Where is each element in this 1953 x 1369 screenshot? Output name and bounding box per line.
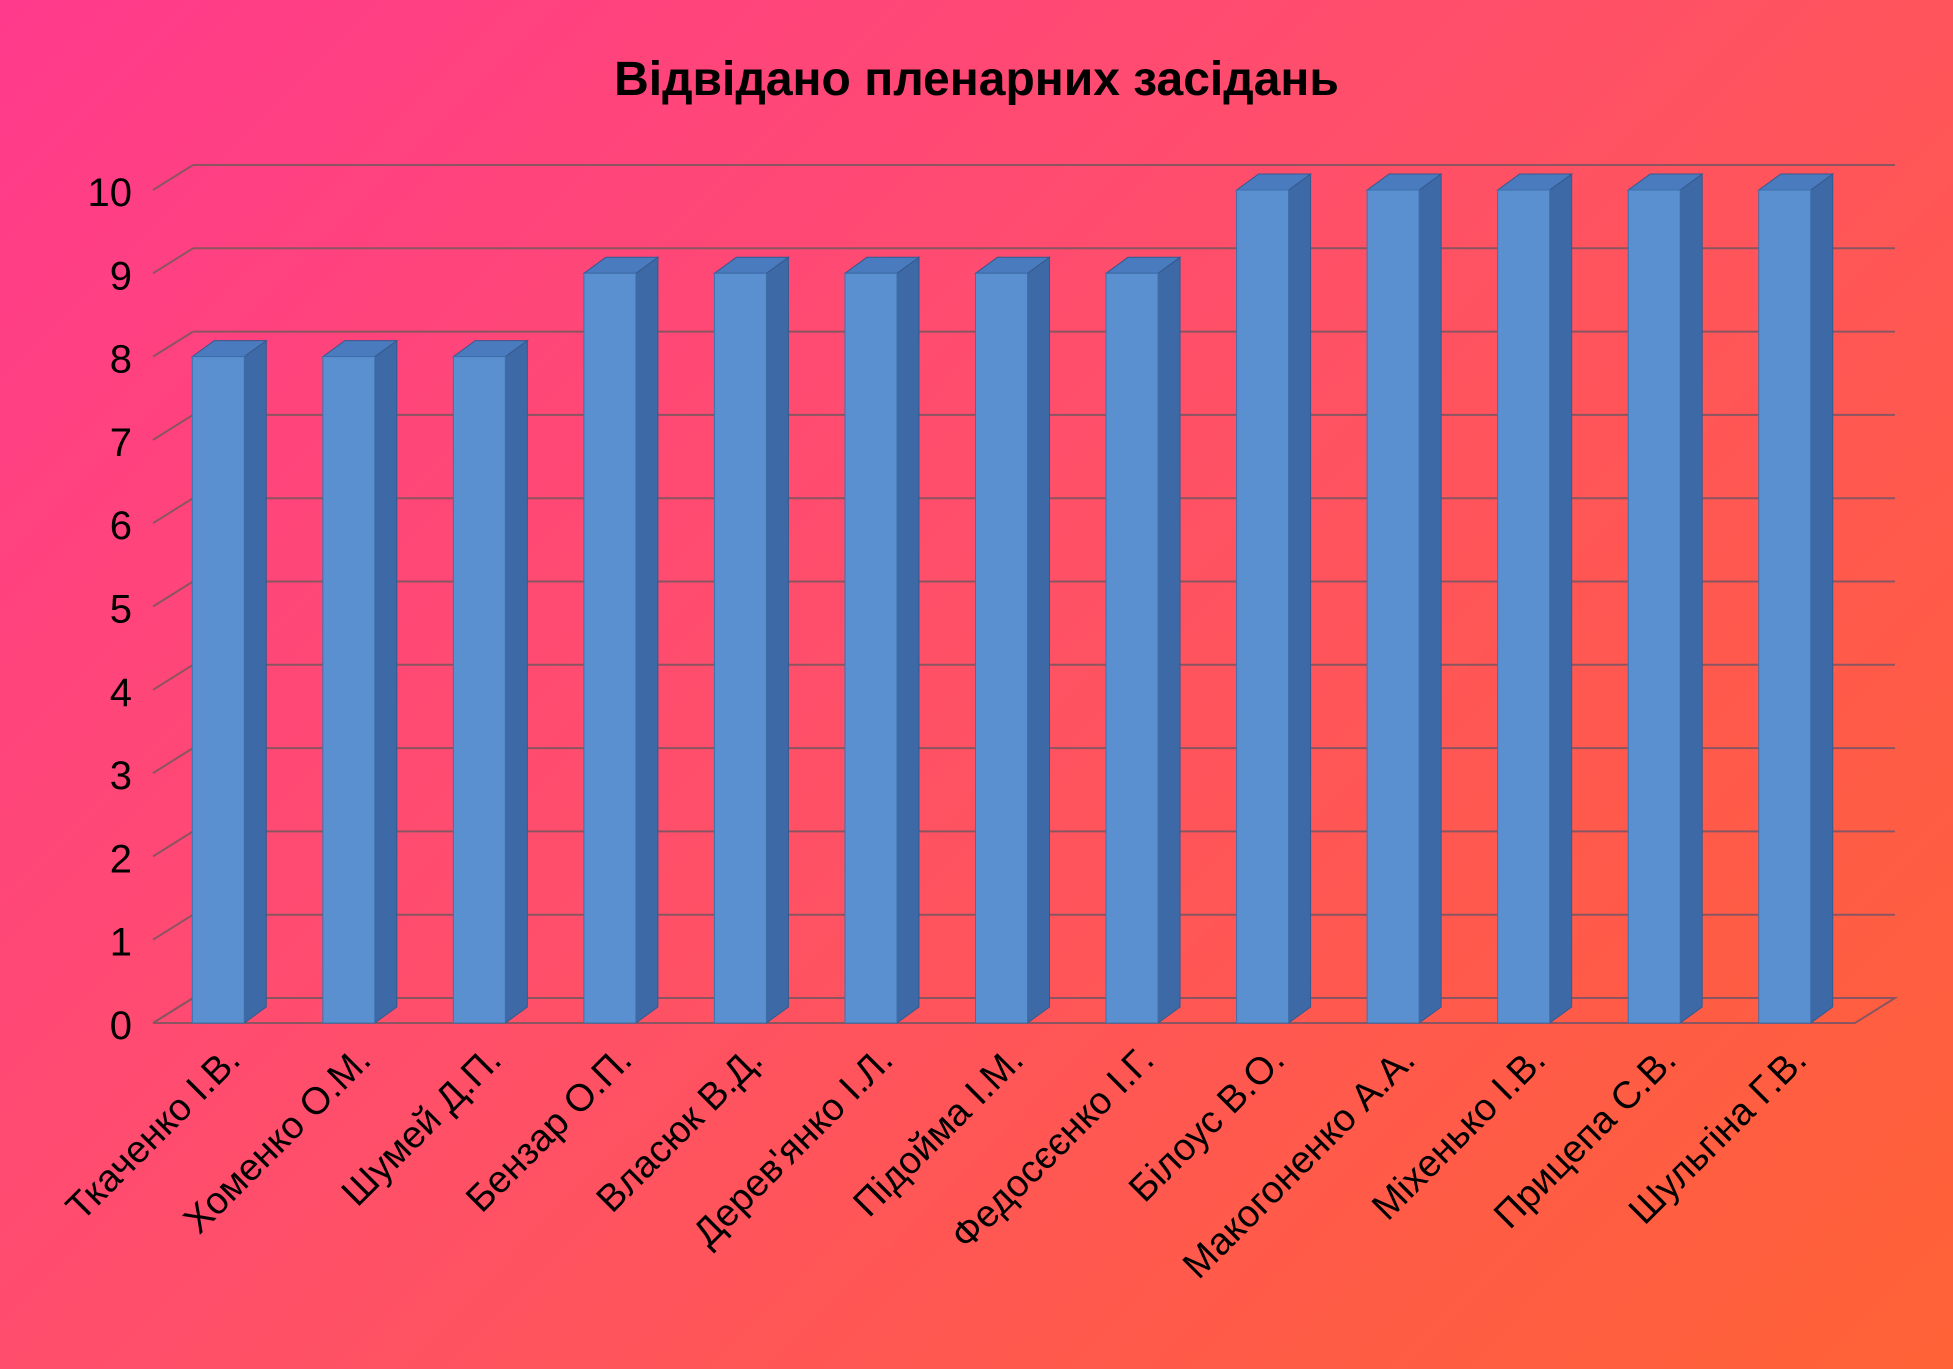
x-tick-label: Макогоненко А.А. [1175,1039,1423,1287]
bar-side [635,256,659,1024]
gridline-depth [152,330,194,358]
bar-side [1549,173,1573,1024]
y-tick-label: 9 [110,254,132,298]
gridline-depth [152,164,194,191]
bar-front [975,272,1028,1024]
bar [451,339,529,1024]
bar-side [1288,173,1312,1024]
gridline-depth [152,414,194,441]
bar [582,256,660,1024]
bar [1235,173,1313,1024]
bar-front [583,272,637,1024]
y-tick-label: 5 [110,588,132,632]
chart-title: Відвідано пленарних засідань [614,53,1339,106]
bar-front [1758,189,1812,1024]
bar-front [1627,189,1681,1024]
bar-side [1027,256,1050,1024]
bar-front [322,356,376,1024]
bars [190,173,1835,1024]
bar-front [191,356,245,1024]
y-tick-label: 3 [110,754,132,798]
x-axis-ticks: Ткаченко І.В.Хоменко О.М.Шумей Д.П.Бенза… [58,1039,1815,1287]
bar-side [1810,173,1834,1024]
bar-front [452,356,506,1024]
bar-side [374,339,398,1024]
bar-front [1497,189,1551,1024]
bar [1757,173,1835,1024]
bar [1496,173,1574,1024]
bar-front [1236,189,1290,1024]
bar-side [1679,173,1703,1024]
gridline-depth [152,247,194,275]
bar [1104,256,1182,1024]
bar-front [713,272,767,1024]
bar-side [896,256,920,1024]
y-tick-label: 10 [88,171,133,215]
gridline-depth [152,747,194,774]
gridline-depth [152,580,194,608]
y-tick-label: 7 [110,421,132,465]
bar [321,339,399,1024]
gridline-depth [152,830,194,858]
gridline-depth [152,913,194,941]
bar-side [243,339,267,1024]
gridline-depth [152,663,194,691]
bar [1626,173,1704,1024]
bar [712,256,790,1024]
y-tick-label: 0 [110,1004,132,1048]
bar-front [1366,189,1420,1024]
y-axis-ticks: 0 1 2 3 4 5 6 7 8 9 10 [88,171,133,1048]
bar [843,256,921,1024]
y-tick-label: 4 [110,671,132,715]
y-tick-label: 2 [110,837,132,881]
gridline-depth [152,497,194,525]
bar [1365,173,1443,1024]
y-tick-label: 1 [110,921,132,965]
bar-side [1157,256,1181,1024]
bar-front [844,272,898,1024]
bar-side [765,256,789,1024]
bar [973,256,1052,1024]
y-tick-label: 8 [110,338,132,382]
bar [190,339,268,1024]
y-tick-label: 6 [110,504,132,548]
bar-side [1418,173,1442,1024]
bar-front [1105,272,1159,1024]
bar-side [504,339,528,1024]
